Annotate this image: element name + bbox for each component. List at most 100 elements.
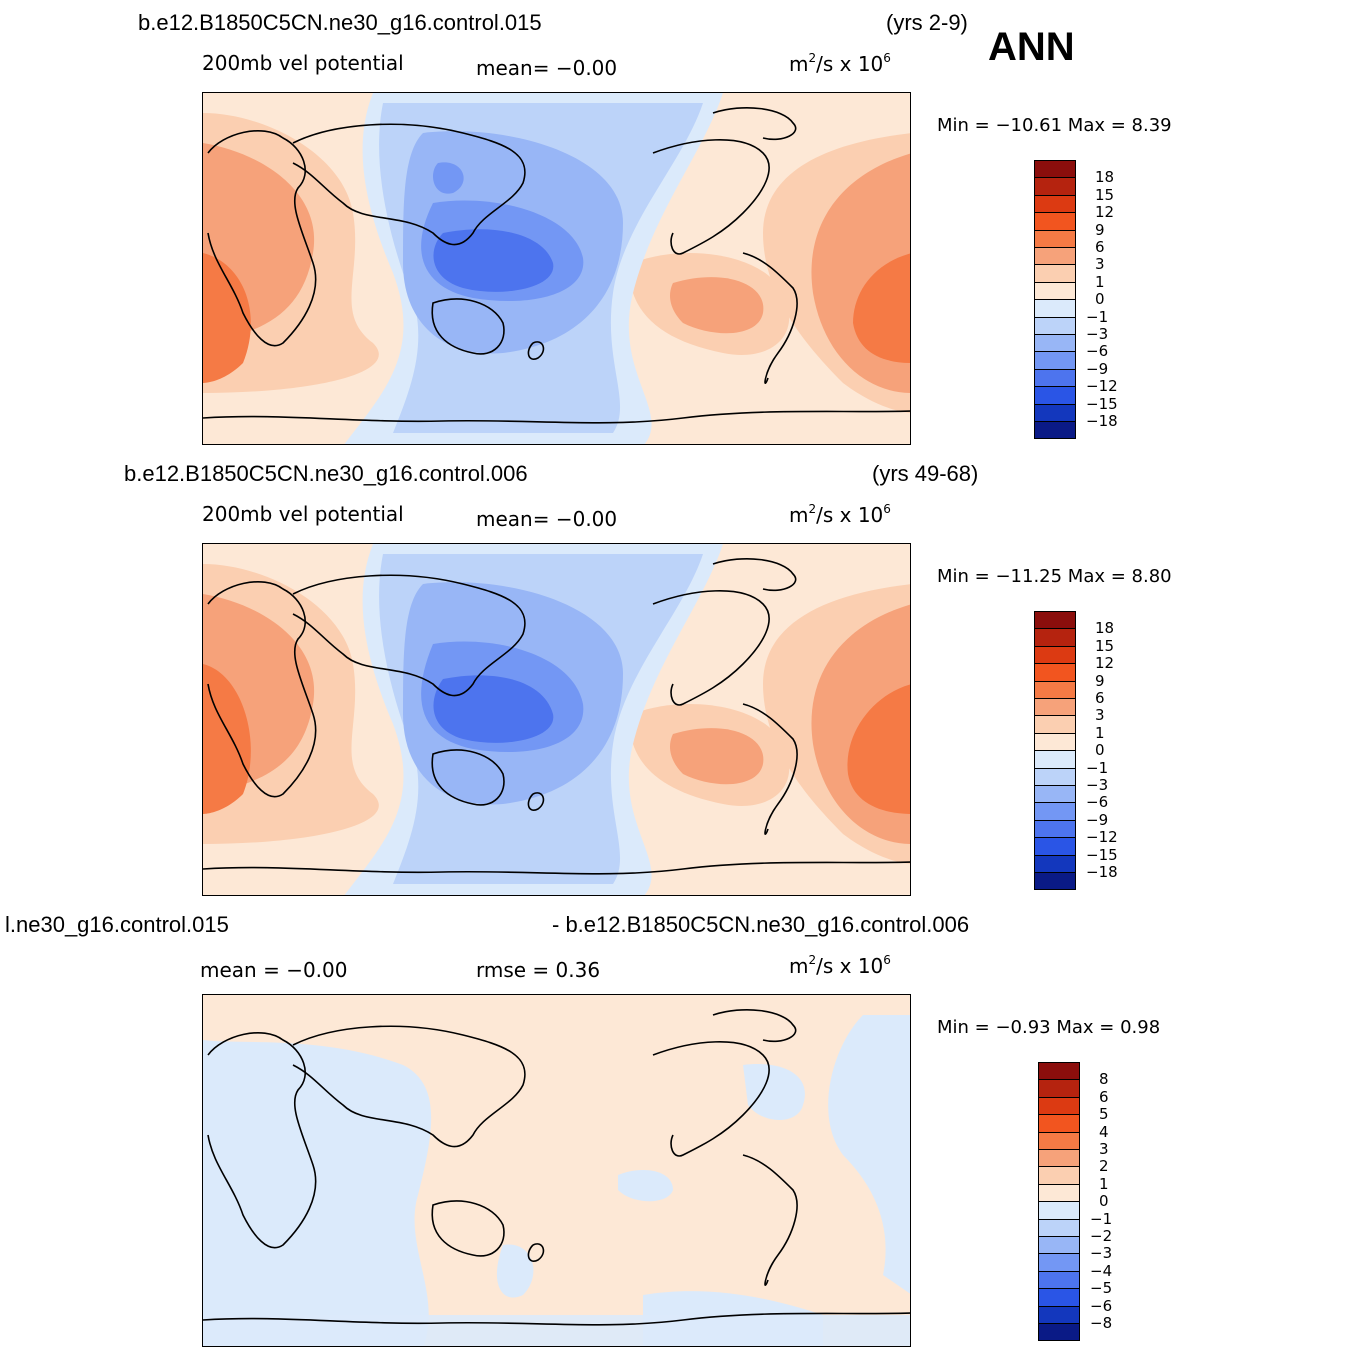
colorbar-box xyxy=(1038,1096,1080,1115)
units-exp2: 6 xyxy=(883,953,891,967)
panel1-minmax: Min = −10.61 Max = 8.39 xyxy=(937,115,1172,136)
colorbar-box xyxy=(1034,334,1076,352)
colorbar-label: 1 xyxy=(1095,272,1105,291)
colorbar-label: −9 xyxy=(1086,359,1109,378)
colorbar-box xyxy=(1034,299,1076,318)
colorbar-box xyxy=(1038,1253,1080,1272)
colorbar-label: −15 xyxy=(1086,845,1118,864)
colorbar-label: 15 xyxy=(1095,636,1115,655)
colorbar-label: 18 xyxy=(1095,168,1115,187)
colorbar-box xyxy=(1038,1114,1080,1133)
season-label: ANN xyxy=(988,25,1075,69)
units-exp: 2 xyxy=(808,502,817,516)
colorbar-label: −8 xyxy=(1090,1314,1113,1332)
panel1-variable: 200mb vel potential xyxy=(202,51,404,75)
colorbar-label: −1 xyxy=(1090,1209,1113,1228)
units-exp: 2 xyxy=(808,953,817,967)
panel2-minmax: Min = −11.25 Max = 8.80 xyxy=(937,566,1172,587)
colorbar-label: −9 xyxy=(1086,810,1109,829)
colorbar-box xyxy=(1034,698,1076,716)
colorbar-box xyxy=(1034,351,1076,370)
colorbar-box xyxy=(1034,386,1076,405)
panel1-mean: mean= −0.00 xyxy=(476,56,618,80)
panel3-rmse: rmse = 0.36 xyxy=(476,958,601,982)
colorbar-box xyxy=(1034,229,1076,248)
units-base: m xyxy=(789,503,809,527)
panel2-period: (yrs 49-68) xyxy=(872,461,979,486)
colorbar-label: 9 xyxy=(1095,220,1105,239)
panel2-mean: mean= −0.00 xyxy=(476,507,618,531)
colorbar-box xyxy=(1038,1149,1080,1167)
panel2-variable: 200mb vel potential xyxy=(202,502,404,526)
colorbar-box xyxy=(1034,160,1076,178)
colorbar-label: 9 xyxy=(1095,671,1105,690)
units-mid: /s x 10 xyxy=(816,52,884,76)
colorbar-box xyxy=(1034,785,1076,803)
colorbar-box xyxy=(1034,194,1076,213)
panel3-units: m2/s x 106 xyxy=(789,953,891,978)
colorbar-box xyxy=(1034,403,1076,422)
colorbar-box xyxy=(1038,1305,1080,1324)
colorbar-label: 3 xyxy=(1095,706,1105,725)
colorbar-box xyxy=(1034,645,1076,664)
panel3-case-title: l.ne30_g16.control.015 xyxy=(5,912,229,937)
colorbar-label: 18 xyxy=(1095,619,1115,638)
colorbar-label: 6 xyxy=(1095,689,1105,707)
colorbar-box xyxy=(1038,1218,1080,1237)
panel2-case-title: b.e12.B1850C5CN.ne30_g16.control.006 xyxy=(124,461,528,486)
panel1-contour-field xyxy=(203,93,910,444)
colorbar-label: −1 xyxy=(1086,758,1109,777)
colorbar-box xyxy=(1034,628,1076,647)
colorbar-label: −6 xyxy=(1086,793,1109,812)
colorbar-label: 15 xyxy=(1095,185,1115,204)
colorbar-label: −3 xyxy=(1090,1244,1113,1263)
colorbar-label: 8 xyxy=(1099,1070,1109,1089)
colorbar-label: 5 xyxy=(1099,1105,1109,1124)
colorbar-label: 2 xyxy=(1099,1157,1109,1176)
colorbar-label: −1 xyxy=(1086,307,1109,326)
colorbar-label: 1 xyxy=(1095,723,1105,742)
colorbar-box xyxy=(1034,854,1076,873)
colorbar-label: 12 xyxy=(1095,203,1115,222)
panel3-mean: mean = −0.00 xyxy=(200,958,348,982)
colorbar-label: −3 xyxy=(1086,325,1109,343)
colorbar-box xyxy=(1038,1183,1080,1202)
colorbar-box xyxy=(1034,732,1076,751)
colorbar-label: −6 xyxy=(1090,1296,1113,1315)
colorbar-box xyxy=(1034,767,1076,786)
colorbar-box xyxy=(1038,1079,1080,1098)
colorbar-label: −15 xyxy=(1086,394,1118,413)
colorbar-box xyxy=(1034,715,1076,734)
colorbar-label: −18 xyxy=(1086,863,1118,881)
colorbar-label: 1 xyxy=(1099,1174,1109,1193)
colorbar-box xyxy=(1034,421,1076,439)
colorbar-box xyxy=(1034,750,1076,769)
colorbar-box xyxy=(1038,1062,1080,1080)
colorbar-label: 0 xyxy=(1095,290,1105,309)
colorbar-box xyxy=(1038,1131,1080,1150)
colorbar-box xyxy=(1034,819,1076,838)
colorbar-box xyxy=(1034,663,1076,682)
units-mid: /s x 10 xyxy=(816,503,884,527)
colorbar-box xyxy=(1034,247,1076,265)
colorbar-label: −18 xyxy=(1086,412,1118,430)
colorbar-box xyxy=(1034,177,1076,196)
colorbar-box xyxy=(1034,802,1076,821)
colorbar-label: −2 xyxy=(1090,1227,1113,1245)
panel1-period: (yrs 2-9) xyxy=(886,10,968,35)
panel2-units: m2/s x 106 xyxy=(789,502,891,527)
panel3-period: - b.e12.B1850C5CN.ne30_g16.control.006 xyxy=(552,912,970,937)
panel1-units: m2/s x 106 xyxy=(789,52,891,76)
panel1-map xyxy=(202,92,911,445)
colorbar-box xyxy=(1034,281,1076,300)
colorbar-box xyxy=(1038,1236,1080,1254)
colorbar-label: 6 xyxy=(1099,1087,1109,1106)
colorbar-box xyxy=(1034,264,1076,283)
colorbar-box xyxy=(1038,1201,1080,1220)
colorbar-box xyxy=(1034,212,1076,231)
units-mid: /s x 10 xyxy=(816,954,884,978)
units-base: m xyxy=(789,52,809,76)
colorbar-label: −6 xyxy=(1086,342,1109,361)
colorbar-label: −12 xyxy=(1086,377,1118,396)
colorbar-label: 6 xyxy=(1095,238,1105,256)
